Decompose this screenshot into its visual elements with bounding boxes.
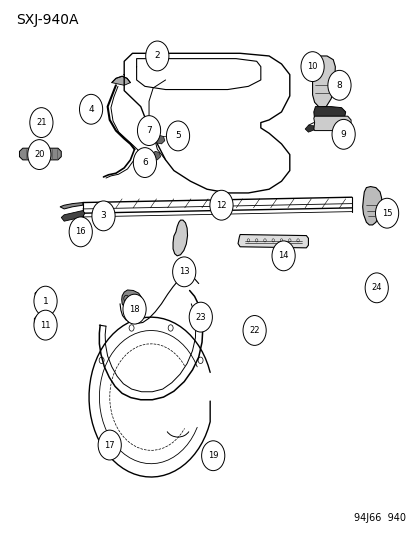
Circle shape	[69, 217, 92, 247]
Polygon shape	[112, 76, 130, 85]
Polygon shape	[35, 290, 46, 304]
Text: 1: 1	[43, 297, 48, 305]
Polygon shape	[237, 235, 308, 248]
Circle shape	[34, 310, 57, 340]
Polygon shape	[121, 290, 141, 309]
Text: 15: 15	[381, 209, 392, 217]
Circle shape	[123, 294, 146, 324]
Text: 22: 22	[249, 326, 259, 335]
Circle shape	[166, 121, 189, 151]
Circle shape	[242, 316, 266, 345]
Text: 21: 21	[36, 118, 47, 127]
Polygon shape	[151, 124, 160, 132]
Circle shape	[189, 302, 212, 332]
Text: 23: 23	[195, 313, 206, 321]
Text: 94J66  940: 94J66 940	[353, 513, 405, 523]
Circle shape	[300, 52, 323, 82]
Polygon shape	[60, 203, 83, 209]
Polygon shape	[313, 116, 350, 131]
Text: 24: 24	[370, 284, 381, 292]
Text: 20: 20	[34, 150, 45, 159]
Circle shape	[98, 430, 121, 460]
Circle shape	[79, 94, 102, 124]
Polygon shape	[312, 56, 335, 108]
Text: 11: 11	[40, 321, 51, 329]
Text: 8: 8	[336, 81, 342, 90]
Text: 6: 6	[142, 158, 147, 167]
Polygon shape	[155, 135, 164, 144]
Polygon shape	[34, 316, 45, 328]
Polygon shape	[173, 220, 187, 256]
Circle shape	[172, 257, 195, 287]
Circle shape	[327, 70, 350, 100]
Circle shape	[375, 198, 398, 228]
Text: 14: 14	[278, 252, 288, 260]
Circle shape	[364, 273, 387, 303]
Text: 2: 2	[154, 52, 160, 60]
Text: 4: 4	[88, 105, 94, 114]
Text: 5: 5	[175, 132, 180, 140]
Circle shape	[331, 119, 354, 149]
Circle shape	[145, 41, 169, 71]
Polygon shape	[313, 107, 345, 124]
Text: 13: 13	[178, 268, 189, 276]
Text: 3: 3	[100, 212, 106, 220]
Circle shape	[201, 441, 224, 471]
Polygon shape	[151, 151, 160, 160]
Text: 10: 10	[306, 62, 317, 71]
Text: 19: 19	[207, 451, 218, 460]
Text: 16: 16	[75, 228, 86, 236]
Polygon shape	[36, 128, 43, 134]
Circle shape	[271, 241, 294, 271]
Text: 9: 9	[340, 130, 346, 139]
Polygon shape	[304, 125, 313, 132]
Polygon shape	[19, 148, 61, 160]
Circle shape	[28, 140, 51, 169]
Circle shape	[34, 286, 57, 316]
Circle shape	[209, 190, 233, 220]
Polygon shape	[306, 56, 314, 64]
Circle shape	[133, 148, 156, 177]
Circle shape	[30, 108, 53, 138]
Text: 18: 18	[129, 305, 140, 313]
Circle shape	[137, 116, 160, 146]
Text: SXJ-940A: SXJ-940A	[17, 13, 79, 27]
Polygon shape	[362, 187, 381, 225]
Text: 17: 17	[104, 441, 115, 449]
Text: 12: 12	[216, 201, 226, 209]
Text: 7: 7	[146, 126, 152, 135]
Polygon shape	[61, 211, 85, 221]
Circle shape	[92, 201, 115, 231]
